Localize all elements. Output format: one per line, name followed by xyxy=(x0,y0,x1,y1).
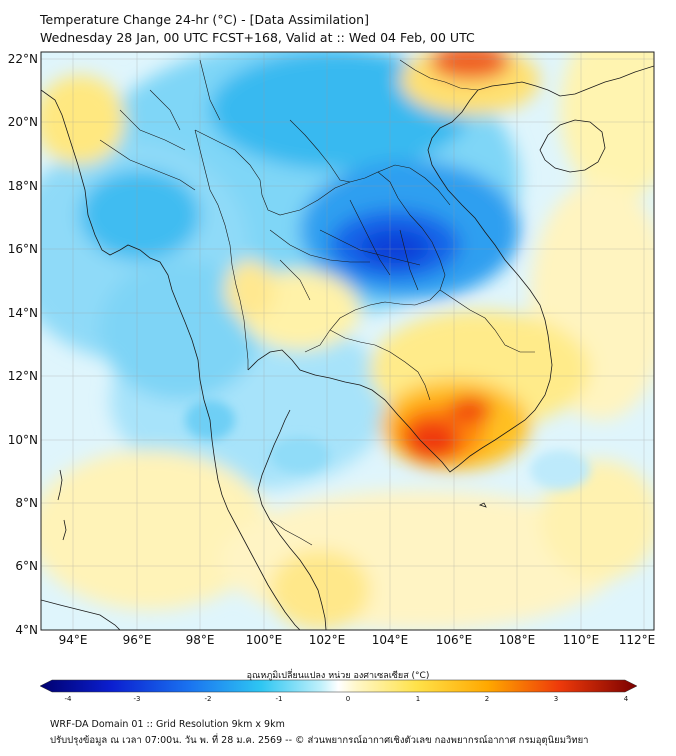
lat-label: 10°N xyxy=(8,433,38,447)
lon-label: 94°E xyxy=(59,633,88,647)
map-frame xyxy=(40,51,655,631)
temperature-field xyxy=(41,52,654,630)
colorbar-ramp xyxy=(39,679,638,693)
lat-label: 16°N xyxy=(8,242,38,256)
lon-label: 106°E xyxy=(436,633,473,647)
lat-label: 14°N xyxy=(8,306,38,320)
graticule xyxy=(41,52,654,630)
temperature-change-map: 22°N 20°N 18°N 16°N 14°N 12°N 10°N 8°N 6… xyxy=(8,51,656,703)
colorbar-tick: -3 xyxy=(134,695,141,703)
lat-label: 4°N xyxy=(15,623,38,637)
map-subtitle: Wednesday 28 Jan, 00 UTC FCST+168, Valid… xyxy=(40,30,475,45)
lon-label: 102°E xyxy=(309,633,346,647)
lat-label: 20°N xyxy=(8,115,38,129)
colorbar-tick: 1 xyxy=(416,695,420,703)
lon-label: 98°E xyxy=(186,633,215,647)
colorbar-tick: 0 xyxy=(346,695,350,703)
longitude-labels: 94°E 96°E 98°E 100°E 102°E 104°E 106°E 1… xyxy=(59,633,656,647)
country-borders xyxy=(99,59,535,546)
lon-label: 108°E xyxy=(499,633,536,647)
colorbar: -4 -3 -2 -1 0 1 2 3 4 xyxy=(39,679,638,703)
colorbar-tick: -2 xyxy=(205,695,212,703)
lat-label: 18°N xyxy=(8,179,38,193)
colorbar-tick: -1 xyxy=(276,695,283,703)
map-title: Temperature Change 24-hr (°C) - [Data As… xyxy=(40,12,369,27)
colorbar-label: อุณหภูมิเปลี่ยนแปลง หน่วย องศาเซลเซียส (… xyxy=(246,671,430,681)
lat-label: 22°N xyxy=(8,52,38,66)
footer-domain-info: WRF-DA Domain 01 :: Grid Resolution 9km … xyxy=(50,719,285,730)
lon-label: 96°E xyxy=(123,633,152,647)
footer-credit: ปรับปรุงข้อมูล ณ เวลา 07:00น. วัน พ. ที่… xyxy=(50,735,589,746)
colorbar-tick: -4 xyxy=(65,695,73,703)
lat-label: 12°N xyxy=(8,369,38,383)
lon-label: 110°E xyxy=(563,633,600,647)
lat-label: 6°N xyxy=(15,559,38,573)
colorbar-tick: 2 xyxy=(485,695,489,703)
lon-label: 100°E xyxy=(246,633,283,647)
lat-label: 8°N xyxy=(15,496,38,510)
colorbar-tick: 4 xyxy=(624,695,629,703)
colorbar-tick: 3 xyxy=(554,695,558,703)
latitude-labels: 22°N 20°N 18°N 16°N 14°N 12°N 10°N 8°N 6… xyxy=(8,52,38,637)
lon-label: 112°E xyxy=(619,633,656,647)
lon-label: 104°E xyxy=(372,633,409,647)
